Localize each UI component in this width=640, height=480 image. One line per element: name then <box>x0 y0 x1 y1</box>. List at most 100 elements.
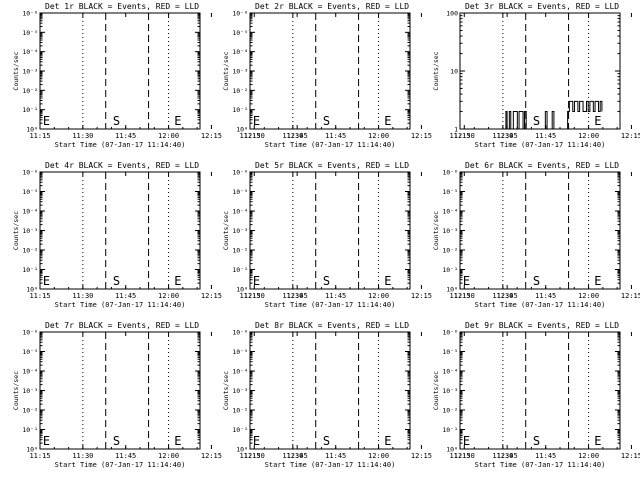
chart-panel-9: Det 9r BLACK = Events, RED = LLD Counts/s… <box>432 321 640 469</box>
y-axis-label: Counts/sec <box>222 211 230 250</box>
x-tick-label: 11:15 <box>29 292 50 300</box>
y-tick-label: 10⁻¹ <box>442 266 458 274</box>
marker-label: S <box>323 274 330 288</box>
y-tick-label: 10⁻¹ <box>232 426 248 434</box>
y-tick-label: 10⁻⁶ <box>442 169 458 177</box>
marker-label: E <box>594 434 601 448</box>
x-tick-label: 12:15 <box>201 292 222 300</box>
x-tick-label: 12:30 <box>454 452 475 460</box>
chart-title: Det 8r BLACK = Events, RED = LLD <box>255 321 409 330</box>
marker-label: E <box>174 114 181 128</box>
plot-frame <box>249 171 411 290</box>
marker-label: E <box>384 114 391 128</box>
x-tick-label: 12:45 <box>287 452 308 460</box>
x-tick-label: 12:15 <box>411 452 432 460</box>
y-axis-label: Counts/sec <box>432 371 440 410</box>
y-tick-label: 10⁻⁵ <box>22 188 38 196</box>
y-tick-label: 10⁻⁴ <box>232 48 248 56</box>
marker-label: S <box>533 434 540 448</box>
y-tick-label: 10⁻⁴ <box>22 368 38 376</box>
y-tick-label: 10⁻³ <box>22 68 38 76</box>
x-axis-label: Start Time (07-Jan-17 11:14:40) <box>475 461 606 469</box>
chart-panels: Det 1r BLACK = Events, RED = LLD Counts/s… <box>12 2 640 469</box>
x-tick-label: 12:30 <box>244 292 265 300</box>
y-tick-label: 10⁰ <box>236 446 248 454</box>
x-tick-label: 12:15 <box>621 452 640 460</box>
y-tick-label: 10⁻⁶ <box>22 329 38 337</box>
x-tick-label: 12:00 <box>158 132 179 140</box>
x-tick-label: 12:45 <box>497 292 518 300</box>
y-tick-label: 10⁻⁵ <box>442 348 458 356</box>
y-tick-label: 10⁻⁶ <box>22 169 38 177</box>
y-tick-label: 10⁻¹ <box>22 426 38 434</box>
x-tick-label: 12:00 <box>368 452 389 460</box>
x-tick-label: 11:15 <box>449 292 470 300</box>
plot-frame <box>39 12 201 130</box>
x-tick-label: 12:15 <box>411 132 432 140</box>
y-tick-label: 10⁻⁴ <box>232 368 248 376</box>
chart-title: Det 1r BLACK = Events, RED = LLD <box>45 2 199 11</box>
x-axis-label: Start Time (07-Jan-17 11:14:40) <box>265 301 396 309</box>
x-tick-label: 12:00 <box>368 292 389 300</box>
y-tick-label: 10⁻³ <box>232 387 248 395</box>
y-tick-label: 10⁰ <box>236 286 248 294</box>
y-tick-label: 100 <box>446 10 458 18</box>
marker-label: S <box>113 114 120 128</box>
y-tick-label: 10⁻¹ <box>442 426 458 434</box>
x-tick-label: 11:30 <box>282 452 303 460</box>
y-axis-label: Counts/sec <box>222 371 230 410</box>
y-tick-label: 10⁻² <box>442 407 458 415</box>
x-axis-label: Start Time (07-Jan-17 11:14:40) <box>265 141 396 149</box>
y-tick-label: 10⁻³ <box>442 387 458 395</box>
chart-title: Det 6r BLACK = Events, RED = LLD <box>465 161 619 170</box>
marker-label: E <box>174 274 181 288</box>
marker-label: E <box>463 434 470 448</box>
chart-title: Det 9r BLACK = Events, RED = LLD <box>465 321 619 330</box>
y-tick-label: 10⁻⁵ <box>22 29 38 37</box>
x-tick-label: 12:00 <box>368 132 389 140</box>
marker-label: E <box>253 274 260 288</box>
y-tick-label: 10⁻⁵ <box>232 348 248 356</box>
marker-label: E <box>174 434 181 448</box>
marker-label: E <box>43 274 50 288</box>
y-tick-label: 10⁻² <box>22 247 38 255</box>
marker-label: E <box>253 434 260 448</box>
x-axis-label: Start Time (07-Jan-17 11:14:40) <box>55 461 186 469</box>
marker-label: E <box>594 114 601 128</box>
x-tick-label: 12:00 <box>158 452 179 460</box>
marker-label: S <box>323 434 330 448</box>
y-tick-label: 10⁰ <box>446 286 458 294</box>
x-tick-label: 12:45 <box>287 132 308 140</box>
marker-label: S <box>323 114 330 128</box>
chart-panel-7: Det 7r BLACK = Events, RED = LLD Counts/s… <box>12 321 308 469</box>
y-tick-label: 10⁻⁴ <box>232 208 248 216</box>
x-tick-label: 11:45 <box>325 452 346 460</box>
x-axis-label: Start Time (07-Jan-17 11:14:40) <box>475 141 606 149</box>
chart-panel-8: Det 8r BLACK = Events, RED = LLD Counts/s… <box>222 321 518 469</box>
marker-label: E <box>463 274 470 288</box>
x-tick-label: 11:15 <box>239 452 260 460</box>
y-tick-label: 10⁻¹ <box>232 106 248 114</box>
x-tick-label: 11:15 <box>449 132 470 140</box>
x-tick-label: 11:30 <box>282 292 303 300</box>
x-tick-label: 11:45 <box>325 132 346 140</box>
y-tick-label: 10 <box>450 68 458 76</box>
x-tick-label: 12:45 <box>287 292 308 300</box>
chart-title: Det 2r BLACK = Events, RED = LLD <box>255 2 409 11</box>
plot-frame <box>249 331 411 450</box>
y-tick-label: 10⁻⁶ <box>232 169 248 177</box>
x-tick-label: 11:15 <box>449 452 470 460</box>
x-tick-label: 12:30 <box>454 292 475 300</box>
x-tick-label: 12:15 <box>621 132 640 140</box>
chart-panel-4: Det 4r BLACK = Events, RED = LLD Counts/s… <box>12 161 308 309</box>
chart-title: Det 5r BLACK = Events, RED = LLD <box>255 161 409 170</box>
y-tick-label: 10⁻⁶ <box>22 10 38 18</box>
y-tick-label: 10⁻² <box>22 407 38 415</box>
x-tick-label: 11:45 <box>115 452 136 460</box>
y-tick-label: 10⁻⁵ <box>232 29 248 37</box>
x-tick-label: 11:30 <box>72 452 93 460</box>
y-tick-label: 10⁻³ <box>22 227 38 235</box>
y-tick-label: 10⁻² <box>442 247 458 255</box>
plot-frame <box>459 171 621 290</box>
